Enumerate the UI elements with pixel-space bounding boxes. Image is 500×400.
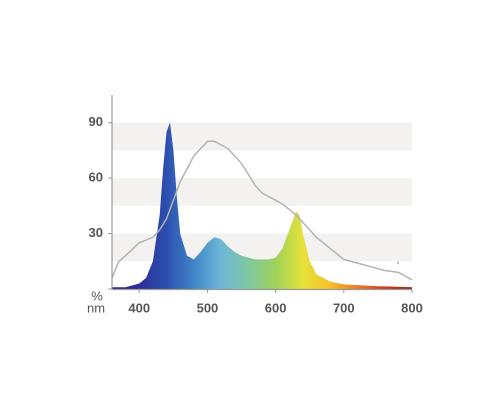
y-tick-label: 30 xyxy=(89,225,103,240)
y-unit: % xyxy=(91,288,103,303)
y-tick-label: 90 xyxy=(89,114,103,129)
grid-band xyxy=(112,122,412,151)
x-tick-label: 400 xyxy=(128,300,150,315)
x-tick-label: 500 xyxy=(197,300,219,315)
reference-line xyxy=(111,140,413,281)
x-tick-label: 700 xyxy=(333,300,355,315)
x-tick-label: 600 xyxy=(265,300,287,315)
x-tick-label: 800 xyxy=(401,300,423,315)
x-unit: nm xyxy=(87,300,105,315)
y-tick-label: 60 xyxy=(89,170,103,185)
